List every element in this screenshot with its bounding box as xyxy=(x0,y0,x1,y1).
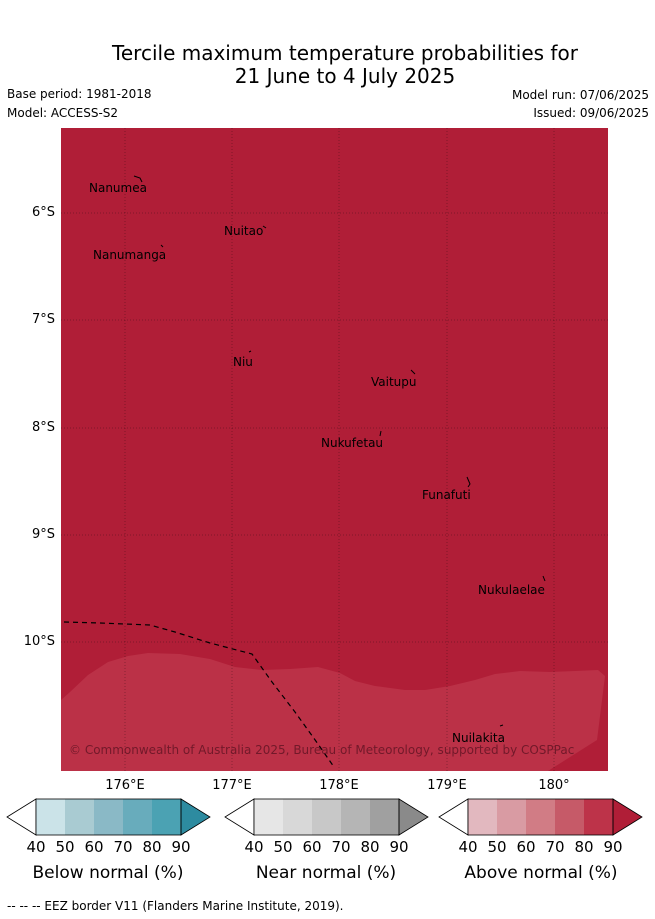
model-name: Model: ACCESS-S2 xyxy=(7,106,119,120)
island-label-nuilakita: Nuilakita xyxy=(452,731,505,745)
lat-label-8s: 8°S xyxy=(31,420,55,435)
above-tick-40: 40 xyxy=(458,838,478,856)
near-tick-50: 50 xyxy=(273,838,293,856)
title-line-2: 21 June to 4 July 2025 xyxy=(234,64,456,88)
eez-footnote: -- -- -- EEZ border V11 (Flanders Marine… xyxy=(7,899,344,913)
lat-label-10s: 10°S xyxy=(23,634,55,649)
near-tick-70: 70 xyxy=(331,838,351,856)
below-tick-70: 70 xyxy=(113,838,133,856)
below-normal-label: Below normal (%) xyxy=(32,863,184,883)
above-tick-70: 70 xyxy=(545,838,565,856)
island-label-nukufetau: Nukufetau xyxy=(321,436,383,450)
copyright-notice: © Commonwealth of Australia 2025, Bureau… xyxy=(69,743,574,757)
below-tick-80: 80 xyxy=(142,838,162,856)
lon-label-179e: 179°E xyxy=(427,778,467,793)
lat-label-9s: 9°S xyxy=(31,527,55,542)
below-tick-40: 40 xyxy=(26,838,46,856)
lon-label-180: 180° xyxy=(538,778,570,793)
lat-label-6s: 6°S xyxy=(31,205,55,220)
colorbar-below xyxy=(6,798,211,836)
above-normal-80-region xyxy=(61,653,605,771)
colorbar-above xyxy=(438,798,643,836)
island-label-vaitupu: Vaitupu xyxy=(371,375,417,389)
above-normal-label: Above normal (%) xyxy=(464,863,618,883)
above-tick-80: 80 xyxy=(574,838,594,856)
below-tick-50: 50 xyxy=(55,838,75,856)
base-period: Base period: 1981-2018 xyxy=(7,87,152,101)
island-label-funafuti: Funafuti xyxy=(422,488,471,502)
lat-label-7s: 7°S xyxy=(31,312,55,327)
below-tick-90: 90 xyxy=(171,838,191,856)
lon-label-178e: 178°E xyxy=(319,778,359,793)
issued-date: Issued: 09/06/2025 xyxy=(533,106,649,120)
near-tick-40: 40 xyxy=(244,838,264,856)
above-tick-60: 60 xyxy=(516,838,536,856)
graticule xyxy=(61,128,608,771)
above-tick-90: 90 xyxy=(603,838,623,856)
lon-label-177e: 177°E xyxy=(212,778,252,793)
island-shapes xyxy=(133,175,546,727)
near-tick-80: 80 xyxy=(360,838,380,856)
below-tick-60: 60 xyxy=(84,838,104,856)
near-tick-60: 60 xyxy=(302,838,322,856)
island-label-nanumanga: Nanumanga xyxy=(93,248,166,262)
near-tick-90: 90 xyxy=(389,838,409,856)
near-normal-label: Near normal (%) xyxy=(255,863,397,883)
island-label-nukulaelae: Nukulaelae xyxy=(478,583,545,597)
lon-label-176e: 176°E xyxy=(105,778,145,793)
above-tick-50: 50 xyxy=(487,838,507,856)
island-label-nuitao: Nuitao xyxy=(224,224,263,238)
island-label-nanumea: Nanumea xyxy=(89,181,147,195)
title-line-1: Tercile maximum temperature probabilitie… xyxy=(112,41,578,65)
model-run: Model run: 07/06/2025 xyxy=(511,88,649,102)
island-label-niu: Niu xyxy=(233,355,253,369)
colorbar-near xyxy=(224,798,429,836)
